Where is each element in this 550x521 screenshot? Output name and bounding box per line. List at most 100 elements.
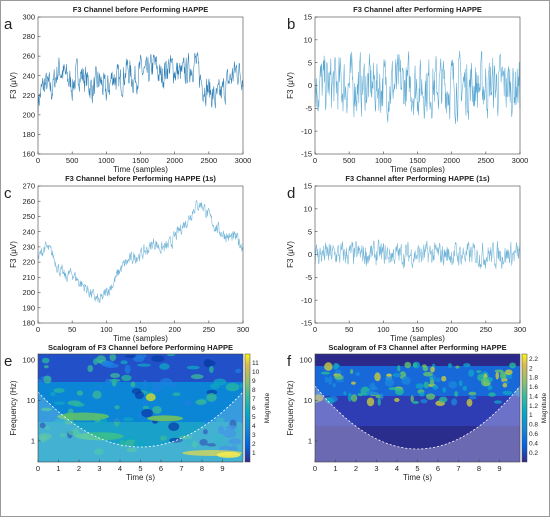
blob bbox=[441, 375, 447, 382]
colorbar bbox=[244, 353, 251, 463]
x-tick-label: 2 bbox=[77, 464, 81, 473]
y-axis-label: F3 (μV) bbox=[9, 241, 18, 268]
y-axis-label: F3 (μV) bbox=[9, 72, 18, 99]
blob bbox=[133, 356, 145, 362]
chart-title: F3 Channel after Performing HAPPE (1s) bbox=[345, 174, 490, 183]
colorbar-tick-label: 6 bbox=[252, 405, 256, 412]
blob bbox=[412, 400, 420, 404]
blob bbox=[425, 393, 436, 400]
blob bbox=[210, 383, 220, 390]
blob bbox=[228, 438, 242, 445]
y-tick-label: 15 bbox=[304, 13, 312, 22]
blob bbox=[43, 375, 52, 384]
x-tick-label: 250 bbox=[480, 325, 493, 334]
blob bbox=[334, 374, 344, 380]
x-tick-label: 100 bbox=[377, 325, 390, 334]
blob bbox=[150, 381, 162, 386]
colorbar-tick-label: 1.6 bbox=[529, 384, 538, 391]
blob bbox=[462, 385, 468, 391]
blob bbox=[423, 371, 433, 377]
blob bbox=[225, 425, 238, 431]
blob bbox=[53, 418, 67, 425]
y-tick-label: 10 bbox=[304, 396, 312, 405]
x-tick-label: 500 bbox=[343, 156, 356, 165]
blob bbox=[343, 391, 347, 396]
x-tick-label: 2 bbox=[354, 464, 358, 473]
y-tick-label: 100 bbox=[299, 356, 312, 365]
chart-title: F3 Channel before Performing HAPPE (1s) bbox=[65, 174, 216, 183]
blob bbox=[101, 360, 112, 367]
colorbar-tick-label: 11 bbox=[252, 360, 259, 367]
chart-title: Scalogram of F3 Channel before Performin… bbox=[48, 343, 233, 352]
blob bbox=[432, 384, 439, 390]
colorbar-tick-label: 0.4 bbox=[529, 440, 538, 447]
blob bbox=[239, 383, 243, 389]
scalogram-image bbox=[315, 354, 520, 462]
blob bbox=[463, 363, 471, 368]
blob bbox=[466, 398, 473, 407]
x-tick-label: 0 bbox=[313, 325, 317, 334]
colorbar-tick-label: 1.2 bbox=[529, 403, 538, 410]
panel-a: 0 500 1000 1500 2000 2500 3000 160 180 200 220 240 2… bbox=[4, 5, 251, 174]
y-tick-label: -10 bbox=[301, 296, 312, 305]
x-tick-label: 4 bbox=[118, 464, 122, 473]
blob bbox=[93, 448, 104, 456]
blob bbox=[351, 381, 356, 385]
series-line bbox=[314, 50, 521, 125]
blob bbox=[423, 381, 429, 389]
x-tick-label: 50 bbox=[345, 325, 353, 334]
y-axis-label: F3 (μV) bbox=[286, 241, 295, 268]
blob bbox=[324, 362, 333, 371]
x-tick-label: 3 bbox=[374, 464, 378, 473]
blob bbox=[130, 381, 136, 388]
blob bbox=[98, 385, 103, 390]
y-tick-label: 1 bbox=[308, 436, 312, 445]
y-tick-label: 100 bbox=[22, 356, 35, 365]
y-tick-label: 300 bbox=[22, 13, 35, 22]
y-tick-label: 200 bbox=[22, 110, 35, 119]
blob bbox=[183, 438, 193, 446]
x-tick-label: 1 bbox=[56, 464, 60, 473]
y-tick-label: 10 bbox=[27, 396, 35, 405]
x-tick-label: 7 bbox=[456, 464, 460, 473]
x-tick-label: 0 bbox=[36, 464, 40, 473]
y-tick-label: 5 bbox=[308, 227, 312, 236]
y-tick-label: 5 bbox=[308, 58, 312, 67]
colorbar-tick-label: 8 bbox=[252, 387, 256, 394]
colorbar-tick-label: 0.8 bbox=[529, 422, 538, 429]
blob bbox=[386, 373, 392, 377]
blob bbox=[53, 388, 65, 393]
x-tick-label: 7 bbox=[179, 464, 183, 473]
colorbar-tick-label: 2 bbox=[252, 441, 256, 448]
cone-overlay bbox=[38, 392, 243, 462]
x-tick-label: 0 bbox=[313, 156, 317, 165]
y-tick-label: 160 bbox=[22, 150, 35, 159]
blob bbox=[506, 376, 513, 380]
blob bbox=[377, 398, 381, 406]
y-tick-label: 200 bbox=[22, 288, 35, 297]
blob bbox=[505, 369, 513, 375]
blob bbox=[320, 371, 331, 375]
chart-title: F3 Channel after Performing HAPPE bbox=[353, 5, 482, 14]
x-tick-label: 500 bbox=[66, 156, 79, 165]
blob bbox=[68, 408, 74, 414]
blob bbox=[44, 426, 51, 430]
blob bbox=[502, 390, 513, 396]
x-tick-label: 300 bbox=[514, 325, 527, 334]
x-tick-label: 3000 bbox=[512, 156, 529, 165]
blob bbox=[421, 364, 427, 368]
x-axis-label: Time (samples) bbox=[390, 334, 445, 343]
y-tick-label: 220 bbox=[22, 91, 35, 100]
blob bbox=[429, 376, 434, 381]
hot-spot bbox=[75, 432, 124, 441]
blob bbox=[401, 376, 411, 385]
x-tick-label: 2500 bbox=[200, 156, 217, 165]
y-tick-label: 240 bbox=[22, 227, 35, 236]
panel-b: 0 500 1000 1500 2000 2500 3000 -15 -10 -5 0 5 10 15 F3… bbox=[286, 5, 528, 174]
blob bbox=[332, 382, 337, 388]
x-tick-label: 2500 bbox=[477, 156, 494, 165]
panel-letter: a bbox=[4, 16, 13, 33]
blob bbox=[172, 392, 181, 397]
y-tick-label: -15 bbox=[301, 150, 312, 159]
colorbar-label: Magnitude bbox=[264, 392, 271, 423]
